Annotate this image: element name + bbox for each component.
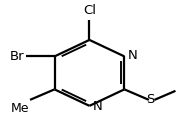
Text: S: S [146,93,154,106]
Text: N: N [93,100,103,113]
Text: Me: Me [11,102,29,115]
Text: N: N [128,49,138,62]
Text: Cl: Cl [83,4,96,17]
Text: Br: Br [10,50,24,63]
